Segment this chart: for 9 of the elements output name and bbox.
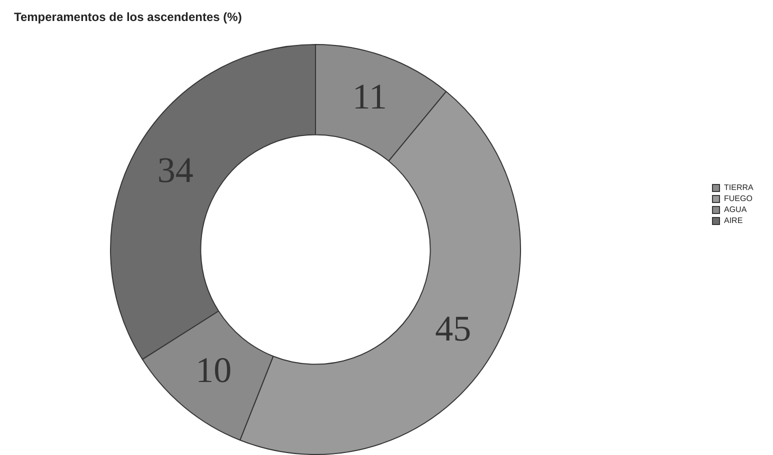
legend-label: AIRE bbox=[724, 215, 743, 226]
data-label: 34 bbox=[157, 150, 194, 190]
data-label: 10 bbox=[196, 350, 232, 390]
legend-label: FUEGO bbox=[724, 193, 752, 204]
chart-title: Temperamentos de los ascendentes (%) bbox=[14, 10, 242, 24]
data-label: 45 bbox=[435, 308, 472, 348]
data-label: 11 bbox=[352, 76, 387, 117]
legend-label: AGUA bbox=[724, 204, 747, 215]
legend-label: TIERRA bbox=[724, 182, 754, 193]
